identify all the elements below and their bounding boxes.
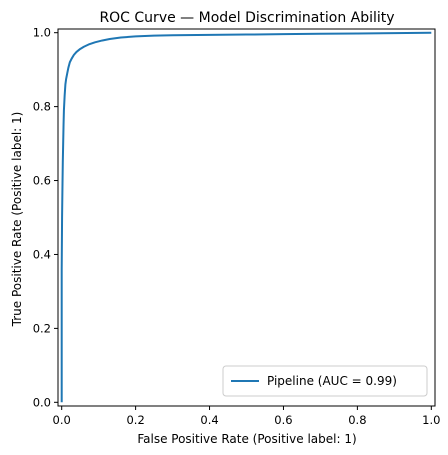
y-axis-label-text: True Positive Rate (Positive label: 1) — [10, 112, 24, 328]
x-tick-label: 1.0 — [422, 413, 440, 427]
x-tick-label: 0.4 — [200, 413, 218, 427]
y-axis-label: True Positive Rate (Positive label: 1) — [10, 112, 24, 328]
legend: Pipeline (AUC = 0.99) — [222, 365, 428, 397]
chart-title: ROC Curve — Model Discrimination Ability — [99, 10, 394, 26]
x-tick-label: 0.2 — [126, 413, 144, 427]
series-layer — [60, 31, 432, 403]
legend-label: Pipeline (AUC = 0.99) — [267, 374, 397, 388]
y-tick-label: 0.4 — [33, 247, 51, 261]
x-tick-label: 0.6 — [274, 413, 292, 427]
legend-box — [222, 365, 428, 397]
y-tick-label: 1.0 — [33, 26, 51, 40]
x-tick-label: 0.0 — [53, 413, 71, 427]
roc-curve-line — [60, 31, 432, 403]
plot-area: 0.0 0.2 0.4 0.6 0.8 1.0 0.0 0.2 0.4 0.6 0.8 1.0 — [33, 26, 441, 427]
y-tick-label: 0.2 — [33, 321, 51, 335]
axes-frame — [57, 28, 436, 407]
x-tick-label: 0.8 — [348, 413, 366, 427]
x-axis-label: False Positive Rate (Positive label: 1) — [137, 432, 356, 446]
axis-ticks: 0.0 0.2 0.4 0.6 0.8 1.0 0.0 0.2 0.4 0.6 0.8 1.0 — [33, 26, 441, 427]
y-tick-label: 0.6 — [33, 174, 51, 188]
y-tick-label: 0.0 — [33, 395, 51, 409]
y-tick-label: 0.8 — [33, 100, 51, 114]
